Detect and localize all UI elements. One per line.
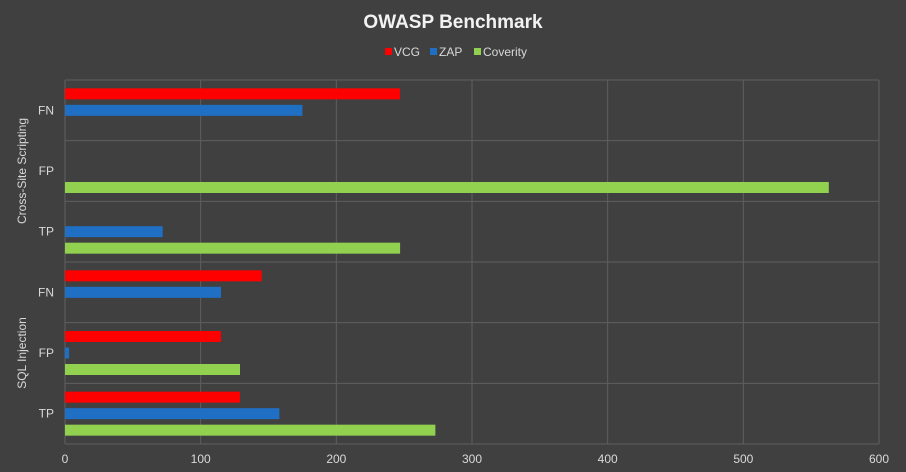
bar-zap: [65, 408, 280, 420]
y-category-label: FP: [39, 346, 54, 360]
x-tick-label: 300: [462, 452, 482, 466]
x-tick-label: 0: [62, 452, 69, 466]
legend-label-vcg: VCG: [394, 45, 420, 59]
x-tick-label: 400: [598, 452, 618, 466]
y-category-label: FN: [38, 285, 54, 299]
bar-vcg: [65, 331, 222, 342]
bar-coverity: [65, 182, 829, 193]
bar-coverity: [65, 242, 401, 254]
y-category-label: TP: [39, 225, 54, 239]
chart-title: OWASP Benchmark: [363, 12, 543, 33]
bar-zap: [65, 286, 222, 298]
bar-zap: [65, 104, 303, 116]
bar-vcg: [65, 88, 401, 100]
bar-vcg: [65, 391, 241, 403]
legend: VCG ZAP Coverity: [385, 45, 527, 59]
y-category-label: FN: [38, 103, 54, 117]
y-category-label: TP: [39, 407, 54, 421]
axis-labels: 0 100 200 300 400 500 600 FN FP TP Cross-Site Scri…: [15, 103, 889, 466]
legend-swatch-vcg: [385, 48, 392, 55]
bar-zap: [65, 226, 163, 238]
bar-vcg: [65, 270, 262, 282]
legend-swatch-coverity: [474, 48, 481, 55]
y-category-label: FP: [39, 164, 54, 178]
bars: [65, 88, 829, 436]
y-group-label: SQL Injection: [15, 317, 29, 389]
x-tick-label: 100: [191, 452, 211, 466]
legend-label-coverity: Coverity: [483, 45, 527, 59]
legend-label-zap: ZAP: [439, 45, 462, 59]
gridlines: [64, 79, 880, 445]
bar-zap: [65, 347, 70, 359]
bar-coverity: [65, 364, 241, 375]
bar-coverity: [65, 424, 436, 436]
x-tick-label: 200: [326, 452, 346, 466]
x-tick-label: 500: [733, 452, 753, 466]
legend-swatch-zap: [430, 48, 437, 55]
y-group-label: Cross-Site Scripting: [15, 118, 29, 224]
x-tick-label: 600: [869, 452, 889, 466]
